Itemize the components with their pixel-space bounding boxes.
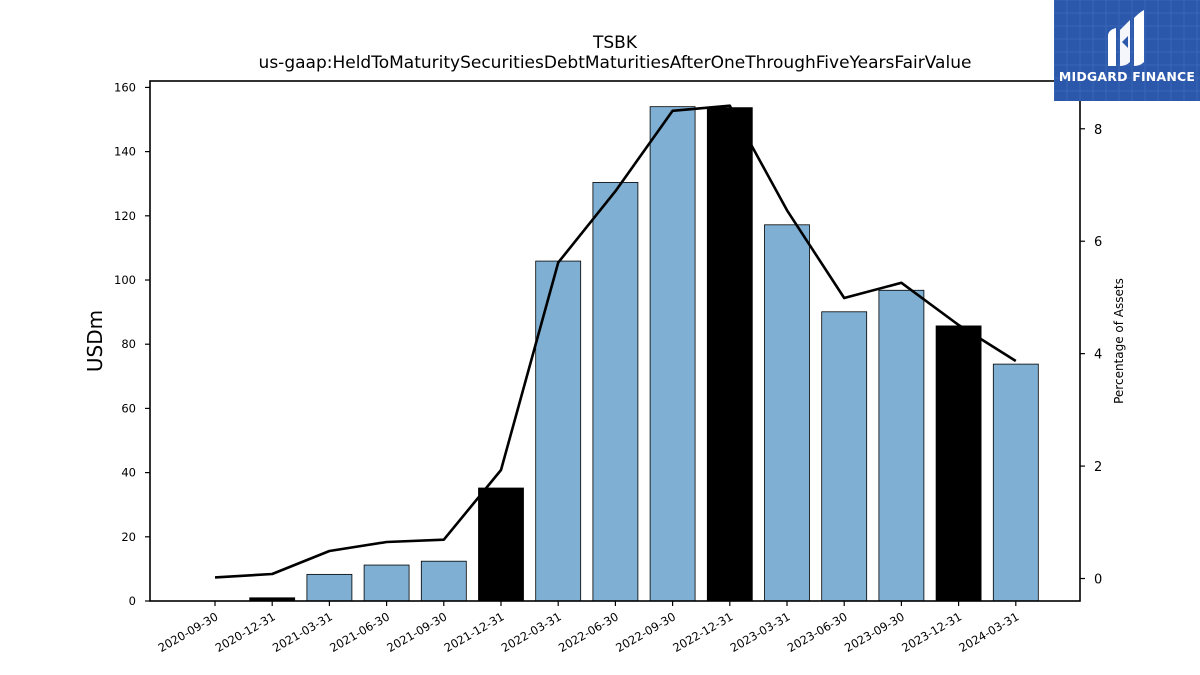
y2-tick-label-0: 0	[1094, 573, 1102, 588]
bar-2023-12-31	[935, 325, 982, 602]
bar-2023-06-30	[821, 311, 868, 602]
x-tick-label-2021-06-30: 2021-06-30	[327, 609, 392, 655]
bar-2021-12-31	[478, 487, 524, 602]
x-tick-label-2023-03-31: 2023-03-31	[728, 609, 793, 655]
bar-2021-06-30	[363, 564, 410, 602]
logo-grid-pattern	[1054, 0, 1200, 101]
x-tick-label-2021-09-30: 2021-09-30	[384, 609, 449, 655]
x-tick-label-2024-03-31: 2024-03-31	[956, 609, 1021, 655]
x-tick-label-2023-12-31: 2023-12-31	[899, 609, 964, 655]
x-tick-label-2022-06-30: 2022-06-30	[556, 609, 621, 655]
x-tick-label-2020-09-30: 2020-09-30	[156, 609, 221, 655]
y2-tick-label-4: 4	[1094, 348, 1102, 363]
y-tick-label-0: 0	[129, 594, 136, 608]
bar-2022-03-31	[535, 260, 582, 602]
x-tick-label-2022-03-31: 2022-03-31	[499, 609, 564, 655]
x-tick-label-2021-03-31: 2021-03-31	[270, 609, 335, 655]
y2-axis-label: Percentage of Assets	[1112, 278, 1126, 404]
y-tick-label-120: 120	[114, 209, 136, 223]
bar-2024-03-31	[992, 363, 1039, 602]
x-tick-label-2021-12-31: 2021-12-31	[442, 609, 507, 655]
y-tick-label-20: 20	[121, 530, 136, 544]
bar-2022-06-30	[592, 182, 639, 602]
midgard-finance-logo: MIDGARD FINANCE	[1054, 0, 1200, 101]
bar-2023-09-30	[878, 289, 925, 602]
bar-2021-03-31	[306, 573, 353, 602]
y-axis-label: USDm	[83, 310, 107, 372]
y-tick-label-40: 40	[121, 466, 136, 480]
y-tick-label-140: 140	[114, 145, 136, 159]
midgard-m-icon	[1108, 10, 1144, 66]
bar-2021-09-30	[420, 560, 467, 602]
y-tick-label-100: 100	[114, 273, 136, 287]
bar-2023-03-31	[764, 224, 810, 602]
bar-2022-12-31	[706, 107, 753, 602]
y2-tick-label-6: 6	[1094, 235, 1102, 250]
x-tick-label-2022-09-30: 2022-09-30	[613, 609, 678, 655]
x-tick-label-2020-12-31: 2020-12-31	[213, 609, 278, 655]
x-tick-label-2023-09-30: 2023-09-30	[842, 609, 907, 655]
logo-text: MIDGARD FINANCE	[1058, 69, 1196, 84]
x-tick-label-2022-12-31: 2022-12-31	[670, 609, 735, 655]
y-tick-label-160: 160	[114, 80, 136, 94]
bar-2022-09-30	[649, 106, 696, 602]
x-tick-label-2023-06-30: 2023-06-30	[785, 609, 850, 655]
y2-tick-label-2: 2	[1094, 460, 1102, 475]
chart-title: TSBK	[593, 33, 637, 53]
y2-tick-label-8: 8	[1094, 123, 1102, 138]
y-tick-label-60: 60	[121, 401, 136, 415]
chart-subtitle: us-gaap:HeldToMaturitySecuritiesDebtMatu…	[258, 53, 972, 73]
y-tick-label-80: 80	[121, 337, 136, 351]
percentage-of-assets-line	[214, 104, 1017, 579]
